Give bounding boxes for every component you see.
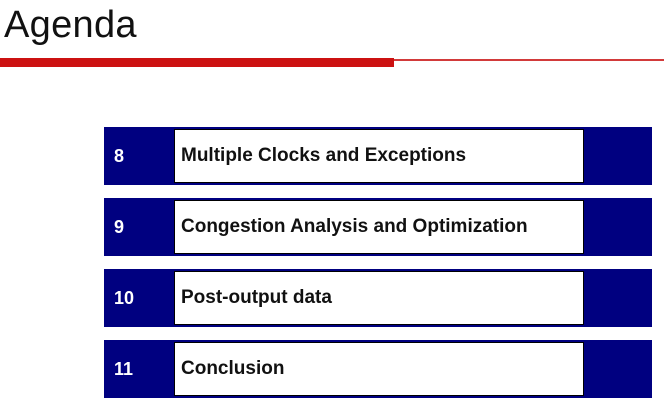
title-underline-thick: [0, 58, 394, 67]
agenda-item-label: Congestion Analysis and Optimization: [181, 216, 528, 237]
agenda-item-label-box: Congestion Analysis and Optimization: [174, 200, 584, 254]
title-underline-thin: [394, 59, 664, 61]
agenda-item-number: 11: [114, 359, 134, 379]
agenda-item-label: Multiple Clocks and Exceptions: [181, 145, 467, 166]
agenda-item-label: Post-output data: [181, 287, 332, 308]
agenda-item-number: 8: [114, 146, 125, 166]
agenda-item-label-box: Conclusion: [174, 342, 584, 396]
agenda-item: 11 Conclusion: [104, 340, 652, 398]
agenda-item: 10 Post-output data: [104, 269, 652, 327]
agenda-item-number: 10: [114, 288, 135, 308]
agenda-item-label-box: Multiple Clocks and Exceptions: [174, 129, 584, 183]
agenda-item-label-box: Post-output data: [174, 271, 584, 325]
slide-title: Agenda: [4, 4, 137, 46]
agenda-item-number: 9: [114, 217, 125, 237]
agenda-item: 9 Congestion Analysis and Optimization: [104, 198, 652, 256]
agenda-item: 8 Multiple Clocks and Exceptions: [104, 127, 652, 185]
agenda-item-label: Conclusion: [181, 358, 285, 379]
